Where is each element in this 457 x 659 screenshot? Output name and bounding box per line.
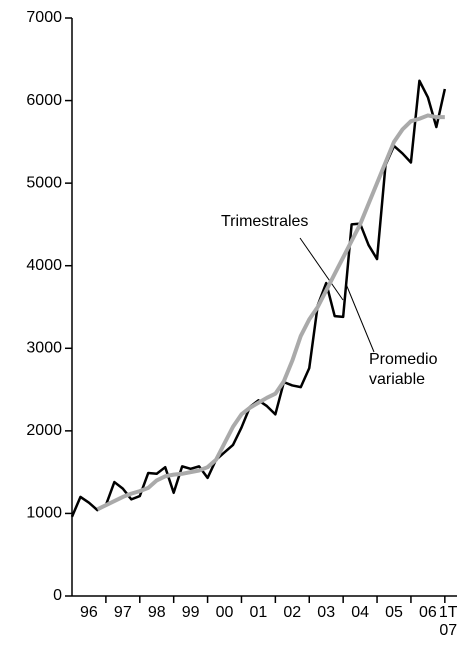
annotation: Promedio variable [369,351,438,388]
series-line [70,79,447,518]
x-tick-label: 00 [215,604,234,621]
x-tick-label: 05 [385,604,403,621]
annotation: Trimestrales [221,213,309,230]
x-tick-label: 1T 07 [438,604,457,639]
y-tick-label: 0 [53,587,62,604]
y-tick-label: 1000 [26,505,62,522]
x-tick-label: 01 [249,604,268,621]
x-tick-label: 02 [283,604,302,621]
series-line [96,113,445,512]
x-tick-label: 99 [181,604,200,621]
x-tick-label: 03 [317,604,336,621]
x-tick-label: 06 [418,604,437,621]
y-tick-label: 6000 [26,92,62,109]
y-tick-label: 5000 [26,174,62,191]
y-tick-label: 7000 [26,9,62,26]
pointer-line [299,237,344,301]
x-tick-label: 98 [147,604,166,621]
y-tick-label: 2000 [26,422,62,439]
y-tick-label: 3000 [26,340,62,357]
x-tick-label: 04 [351,604,369,621]
x-tick-label: 97 [113,604,132,621]
pointer-line [345,283,375,353]
y-tick-label: 4000 [26,257,62,274]
x-tick-label: 96 [80,604,98,621]
